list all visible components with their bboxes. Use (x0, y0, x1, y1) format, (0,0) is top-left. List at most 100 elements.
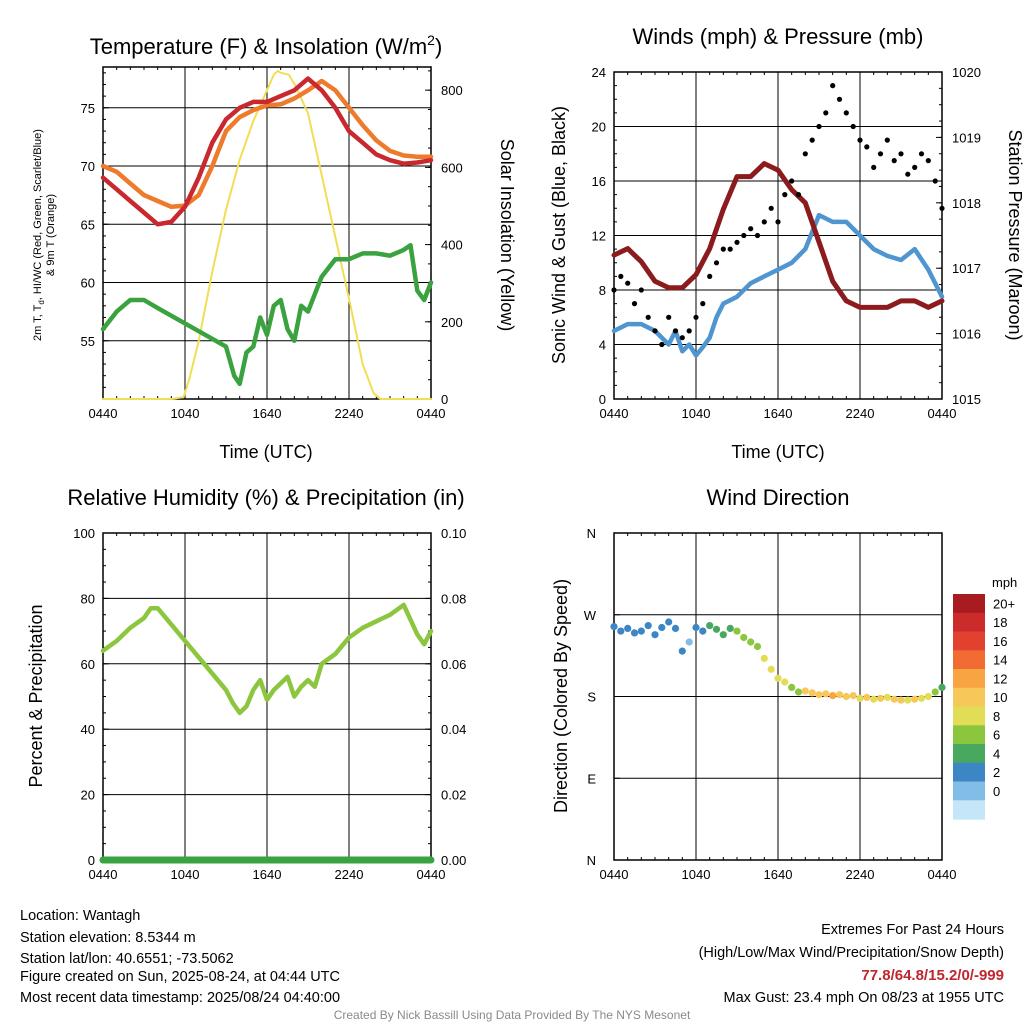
colorbar-unit-label: mph (992, 575, 1017, 590)
y-tick-label: 65 (81, 217, 95, 232)
gust-point (693, 314, 699, 320)
y-tick-label: 24 (592, 65, 606, 80)
y2-tick-label: 1020 (952, 65, 981, 80)
direction-point (890, 695, 898, 703)
direction-point (849, 692, 857, 700)
winds-x-axis-label: Time (UTC) (731, 442, 824, 462)
x-tick-label: 2240 (846, 867, 875, 882)
gust-point (877, 151, 884, 157)
direction-point (685, 638, 693, 646)
colorbar-label: 20+ (993, 596, 1015, 611)
gust-point (679, 335, 685, 341)
colorbar-swatch (953, 762, 985, 783)
wind-direction-panel-title: Wind Direction (706, 485, 849, 510)
direction-point (753, 642, 762, 651)
x-tick-label: 1040 (171, 406, 200, 421)
direction-point (911, 695, 919, 703)
gust-point (795, 192, 802, 198)
temperature-x-axis-label: Time (UTC) (219, 442, 312, 462)
direction-tick-label: S (587, 690, 596, 705)
created-text: Figure created on Sun, 2025-08-24, at 04… (20, 969, 340, 985)
x-tick-label: 0440 (928, 406, 957, 421)
humidity-panel-title: Relative Humidity (%) & Precipitation (i… (67, 485, 464, 510)
gust-point (905, 171, 911, 177)
direction-point (726, 624, 734, 633)
direction-point (644, 622, 652, 630)
gust-point (768, 205, 774, 211)
y2-tick-label: 0.08 (441, 591, 466, 606)
humidity-y-axis-label: Percent & Precipitation (26, 604, 46, 787)
x-tick-label: 1040 (171, 867, 200, 882)
direction-point (897, 696, 905, 704)
temperature-9m-line (100, 78, 434, 210)
gust-point (748, 226, 754, 232)
gust-point (638, 287, 644, 293)
gust-point (912, 164, 918, 170)
temperature-panel: 0440 1040 1640 2240 0440 55 60 65 70 75 0 200 400 600… (81, 66, 463, 421)
x-tick-label: 1040 (682, 406, 711, 421)
gust-point (932, 178, 938, 184)
x-tick-label: 1640 (764, 867, 793, 882)
gust-point (871, 164, 877, 170)
recent-data-text: Most recent data timestamp: 2025/08/24 0… (20, 990, 340, 1006)
direction-point (774, 674, 782, 682)
colorbar-swatch (953, 706, 985, 726)
gust-point (843, 110, 849, 116)
winds-panel-title: Winds (mph) & Pressure (mb) (633, 24, 924, 49)
gust-point (713, 260, 720, 266)
y2-tick-label: 0.04 (441, 722, 466, 737)
wind-direction-y-axis-label: Direction (Colored By Speed) (551, 579, 571, 813)
winds-panel: 0440 1040 1640 2240 044004812162024101510161… (592, 65, 981, 421)
wind-y-axis-label: Sonic Wind & Gust (Blue, Black) (549, 106, 569, 364)
direction-point (788, 683, 796, 692)
y-tick-label: 0 (88, 853, 95, 868)
gust-point (618, 273, 624, 279)
direction-tick-label: N (587, 526, 596, 541)
colorbar-label: 18 (993, 615, 1007, 630)
direction-point (767, 665, 775, 673)
pressure-y-axis-label: Station Pressure (Maroon) (1005, 129, 1024, 340)
station-pressure-line (611, 161, 945, 310)
x-tick-label: 2240 (335, 867, 364, 882)
y2-tick-label: 0 (441, 392, 448, 407)
gust-point (891, 158, 897, 164)
insolation-y-axis-label: Solar Insolation (Yellow) (497, 139, 517, 331)
y-tick-label: 55 (81, 334, 95, 349)
direction-point (870, 695, 878, 703)
direction-point (781, 678, 789, 686)
x-tick-label: 1640 (253, 867, 282, 882)
wind-direction-panel: 0440 1040 1640 2240 0440 N E S W N (584, 526, 957, 882)
y-tick-label: 100 (73, 526, 95, 541)
y2-tick-label: 400 (441, 238, 463, 253)
direction-point (671, 624, 680, 633)
colorbar-label: 16 (993, 634, 1007, 649)
gust-point (809, 137, 815, 143)
max-gust-text: Max Gust: 23.4 mph On 08/23 at 1955 UTC (724, 990, 1004, 1006)
direction-point (842, 692, 850, 701)
direction-point (822, 690, 830, 698)
y-tick-label: 20 (81, 788, 95, 803)
direction-point (740, 633, 748, 642)
colorbar-swatch (953, 687, 985, 708)
colorbar-swatch (953, 800, 985, 820)
relative-humidity-line (100, 602, 434, 716)
direction-point (692, 623, 700, 632)
insolation-line (102, 69, 432, 400)
gust-point (700, 301, 706, 307)
direction-point (712, 625, 721, 633)
x-tick-label: 1040 (682, 867, 711, 882)
y-tick-label: 4 (599, 338, 606, 353)
y2-tick-label: 1016 (952, 327, 981, 342)
gust-point (789, 178, 795, 184)
extremes-values: 77.8/64.8/15.2/0/-999 (861, 967, 1004, 984)
colorbar-label: 14 (993, 653, 1007, 668)
gust-point (864, 144, 870, 150)
colorbar-swatch (953, 612, 985, 633)
x-tick-label: 0440 (600, 406, 629, 421)
y2-tick-label: 0.02 (441, 788, 466, 803)
extremes-legend: (High/Low/Max Wind/Precipitation/Snow De… (699, 945, 1004, 961)
gust-point (775, 219, 781, 225)
x-tick-label: 0440 (417, 867, 446, 882)
direction-point (876, 694, 885, 702)
